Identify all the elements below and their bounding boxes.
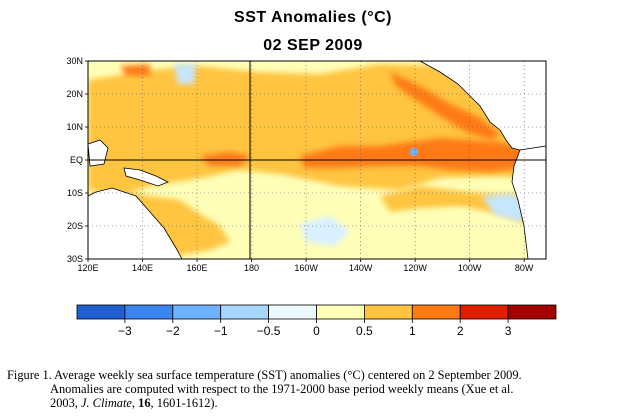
colorbar-swatch (172, 304, 222, 320)
colorbar-swatch (316, 304, 365, 320)
x-tick-label: 100W (458, 263, 482, 273)
land-masses (87, 60, 547, 260)
x-tick-label: 140W (349, 263, 373, 273)
caption-prefix: Figure 1. (7, 368, 52, 382)
colorbar-label: −0.5 (257, 324, 281, 338)
y-tick-label: 20S (67, 221, 83, 231)
anomaly-region-blue-spot (410, 148, 418, 156)
colorbar-label: 1 (409, 324, 416, 338)
colorbar-label: 2 (457, 324, 464, 338)
figure-caption: Figure 1. Average weekly sea surface tem… (7, 368, 619, 410)
y-tick-label: EQ (70, 155, 83, 165)
caption-line-1: Figure 1. Average weekly sea surface tem… (7, 368, 619, 382)
x-tick-label: 140E (132, 263, 153, 273)
caption-line-3: 2003, J. Climate, 16, 1601-1612). (7, 396, 619, 410)
caption-line-2: Anomalies are computed with respect to t… (50, 382, 514, 396)
y-tick-label: 20N (66, 89, 83, 99)
caption-journal: J. Climate (80, 396, 132, 410)
caption-text-1: Average weekly sea surface temperature (… (54, 368, 522, 382)
x-tick-label: 120E (77, 263, 98, 273)
colorbar-swatch (76, 304, 126, 320)
x-tick-label: 80W (515, 263, 534, 273)
y-tick-label: 10S (67, 188, 83, 198)
x-tick-label: 120W (403, 263, 427, 273)
y-tick-label: 10N (66, 122, 83, 132)
y-axis-ticks: 30N 20N 10N EQ 10S 20S 30S (66, 56, 88, 264)
anomaly-region-red-dateline (200, 152, 250, 166)
map-plot-area: 120E 140E 160E 180 160W 140W 120W 100W 80W 30N 20… (66, 56, 547, 273)
y-tick-label: 30N (66, 56, 83, 66)
anomaly-region-red-north (390, 72, 500, 140)
colorbar: −3 −2 −1 −0.5 0 0.5 1 2 3 (76, 304, 557, 338)
colorbar-swatch (459, 304, 509, 320)
x-tick-label: 180 (244, 263, 259, 273)
colorbar-swatch (268, 304, 317, 320)
caption-pages: , 1601-1612). (150, 396, 218, 410)
x-axis-ticks: 120E 140E 160E 180 160W 140W 120W 100W 80W (77, 259, 534, 273)
y-tick-label: 30S (67, 254, 83, 264)
caption-separator: , (131, 396, 139, 410)
colorbar-label: 0 (313, 324, 320, 338)
caption-volume: 16 (138, 396, 151, 410)
chart-title: SST Anomalies (°C) (234, 9, 392, 26)
x-tick-label: 160E (187, 263, 208, 273)
anomaly-region-pale-blue-north (174, 64, 196, 84)
colorbar-swatch (363, 304, 413, 320)
x-tick-label: 160W (294, 263, 318, 273)
colorbar-label: −3 (118, 324, 132, 338)
colorbar-swatch (411, 304, 461, 320)
caption-citation-year: 2003, (50, 396, 81, 410)
land-new-guinea (123, 167, 169, 187)
colorbar-swatch (220, 304, 269, 320)
sst-anomaly-chart: SST Anomalies (°C) 02 SEP 2009 (66, 9, 557, 338)
colorbar-label: −1 (214, 324, 228, 338)
chart-subtitle: 02 SEP 2009 (263, 37, 363, 54)
anomaly-region-pale-blue-south (300, 216, 350, 246)
colorbar-label: 0.5 (356, 324, 373, 338)
colorbar-label: 3 (505, 324, 512, 338)
colorbar-swatch (124, 304, 174, 320)
colorbar-swatch (507, 304, 557, 320)
colorbar-label: −2 (166, 324, 180, 338)
